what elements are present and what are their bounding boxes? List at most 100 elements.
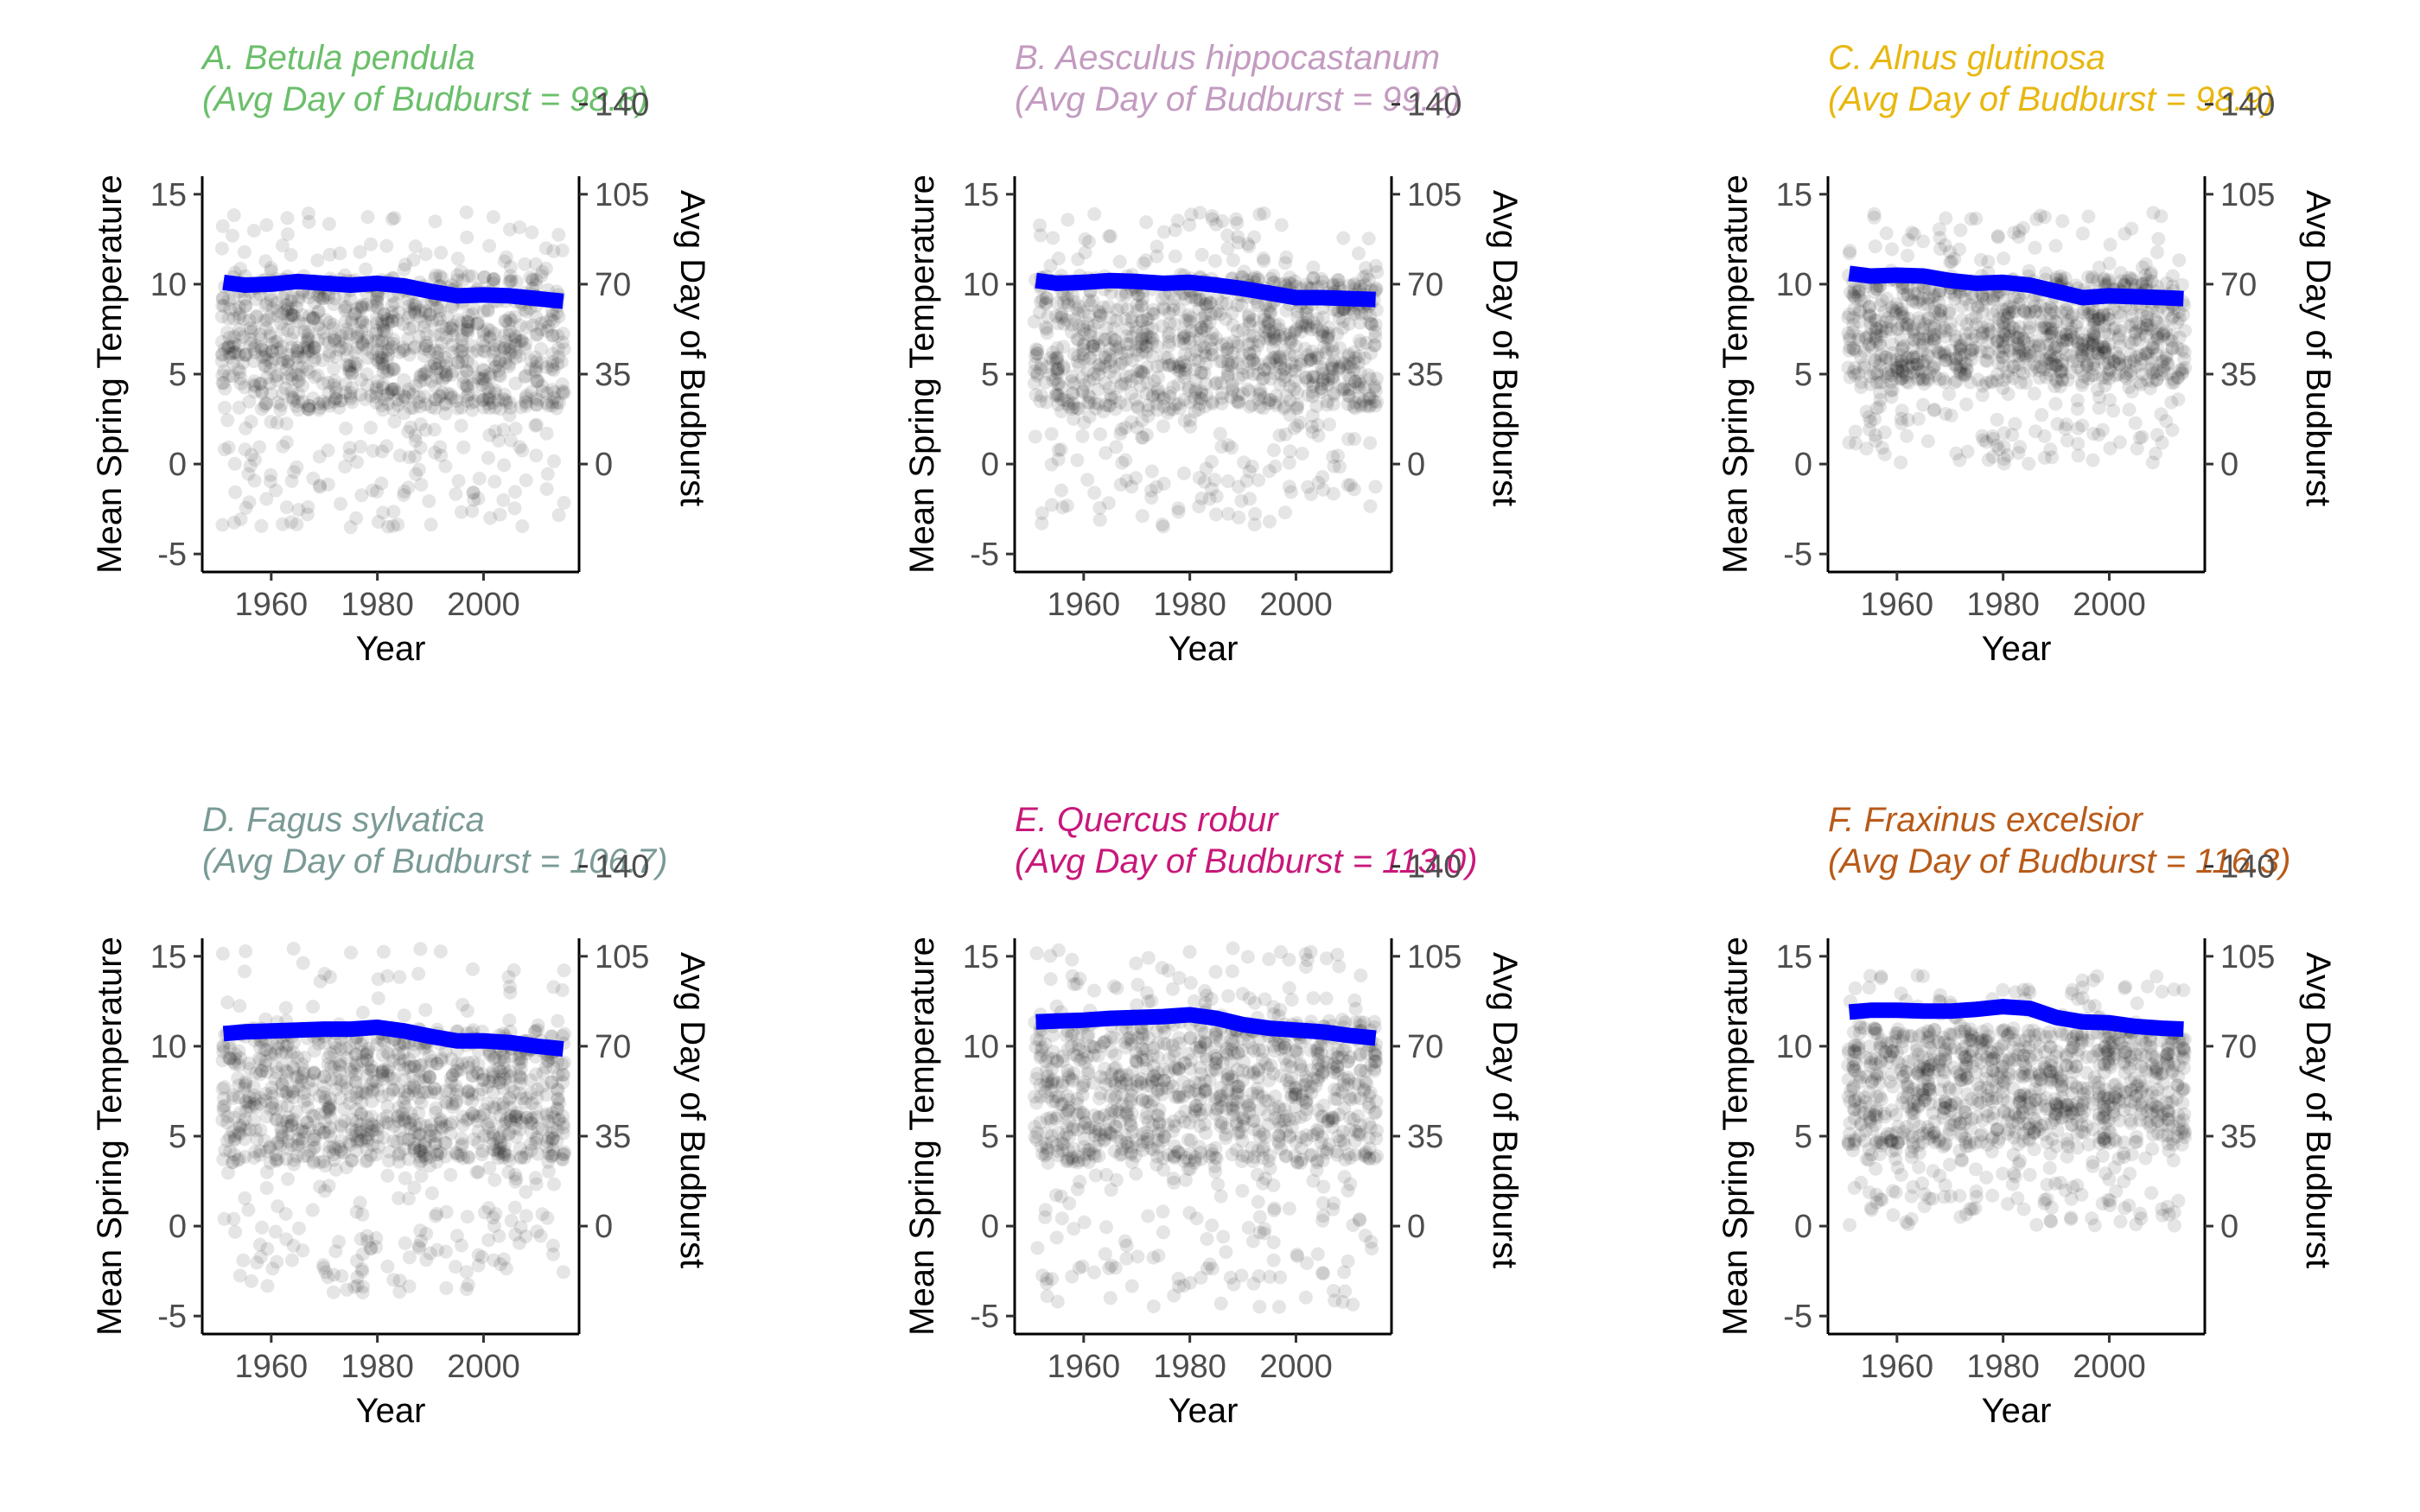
data-point bbox=[1215, 354, 1230, 369]
data-point bbox=[546, 314, 561, 328]
data-point bbox=[529, 272, 544, 287]
data-point bbox=[1277, 401, 1291, 416]
data-point bbox=[519, 321, 534, 334]
data-point bbox=[1203, 334, 1218, 348]
data-point bbox=[295, 308, 309, 322]
data-point bbox=[246, 321, 261, 336]
data-point bbox=[427, 356, 442, 371]
data-point bbox=[291, 314, 306, 329]
data-point bbox=[1056, 340, 1071, 354]
y2-axis-label: Avg Day of Budburst bbox=[2299, 190, 2337, 506]
data-point bbox=[2027, 299, 2041, 314]
data-point bbox=[1109, 339, 1124, 353]
data-point bbox=[1155, 319, 1169, 334]
data-point bbox=[1177, 366, 1192, 380]
y2-tick-label: 105 bbox=[595, 177, 649, 213]
data-point bbox=[239, 500, 253, 515]
data-point bbox=[345, 312, 360, 327]
data-point bbox=[1262, 316, 1277, 331]
data-point bbox=[375, 353, 390, 367]
data-point bbox=[2118, 226, 2132, 241]
data-point bbox=[1881, 310, 1895, 325]
data-point bbox=[1035, 516, 1049, 530]
data-point bbox=[1900, 429, 1914, 443]
data-point bbox=[1144, 483, 1158, 498]
data-point bbox=[1234, 298, 1249, 313]
data-point bbox=[446, 322, 461, 337]
data-point bbox=[1235, 348, 1250, 362]
data-point bbox=[238, 964, 252, 979]
data-point bbox=[332, 334, 347, 348]
data-point bbox=[1043, 258, 1058, 273]
data-point bbox=[307, 340, 322, 354]
data-point bbox=[476, 372, 491, 387]
data-point bbox=[1251, 473, 1266, 487]
data-point bbox=[1208, 254, 1222, 268]
data-point bbox=[1369, 384, 1383, 398]
y-tick-label: -5 bbox=[1783, 537, 1812, 573]
data-point bbox=[247, 341, 261, 356]
data-point bbox=[238, 292, 252, 307]
data-point bbox=[1139, 386, 1154, 401]
data-point bbox=[301, 499, 315, 514]
data-point bbox=[1135, 298, 1150, 313]
data-point bbox=[545, 354, 560, 369]
data-point bbox=[296, 1132, 310, 1147]
data-point bbox=[2053, 379, 2067, 394]
data-point bbox=[385, 305, 399, 320]
data-point bbox=[1118, 312, 1133, 326]
data-point bbox=[2173, 363, 2187, 378]
data-point bbox=[371, 301, 385, 315]
data-point bbox=[381, 364, 396, 378]
data-point bbox=[271, 395, 285, 410]
data-point bbox=[1162, 334, 1176, 349]
data-point bbox=[376, 365, 391, 379]
data-point bbox=[1289, 339, 1303, 353]
data-point bbox=[1246, 329, 1261, 344]
data-point bbox=[1241, 310, 1256, 325]
data-point bbox=[465, 346, 479, 360]
data-point bbox=[1306, 271, 1321, 286]
data-point bbox=[263, 309, 277, 324]
data-point bbox=[397, 263, 411, 276]
data-point bbox=[469, 1165, 484, 1179]
data-point bbox=[339, 322, 353, 337]
data-point bbox=[2033, 208, 2047, 223]
data-point bbox=[1846, 341, 1861, 356]
data-point bbox=[292, 374, 306, 389]
data-point bbox=[503, 324, 518, 338]
data-point bbox=[1199, 377, 1213, 391]
data-point bbox=[316, 1261, 331, 1275]
data-point bbox=[278, 381, 293, 396]
data-point bbox=[1258, 312, 1272, 327]
data-point bbox=[2149, 447, 2163, 461]
data-point bbox=[1315, 360, 1329, 374]
data-point bbox=[551, 227, 566, 242]
data-point bbox=[439, 396, 453, 410]
data-point bbox=[474, 372, 489, 386]
data-point bbox=[377, 392, 392, 407]
data-point bbox=[353, 440, 368, 454]
data-point bbox=[2149, 245, 2164, 259]
data-point bbox=[1247, 356, 1262, 371]
data-point bbox=[385, 362, 400, 377]
data-point bbox=[355, 337, 370, 352]
data-point bbox=[497, 458, 512, 473]
data-point bbox=[539, 396, 554, 410]
data-point bbox=[215, 376, 230, 391]
data-point bbox=[359, 318, 373, 333]
data-point bbox=[360, 334, 375, 348]
data-point bbox=[268, 369, 283, 384]
data-point bbox=[544, 1148, 558, 1163]
data-point bbox=[226, 1211, 241, 1226]
data-point bbox=[276, 353, 290, 367]
data-point bbox=[1060, 499, 1074, 513]
data-point bbox=[529, 310, 544, 325]
data-point bbox=[1092, 339, 1106, 353]
data-point bbox=[529, 359, 544, 374]
data-point bbox=[455, 343, 469, 358]
data-point bbox=[1065, 369, 1079, 384]
data-point bbox=[280, 298, 295, 313]
data-point bbox=[1268, 459, 1283, 473]
y2-tick-label: 140 bbox=[595, 849, 649, 886]
